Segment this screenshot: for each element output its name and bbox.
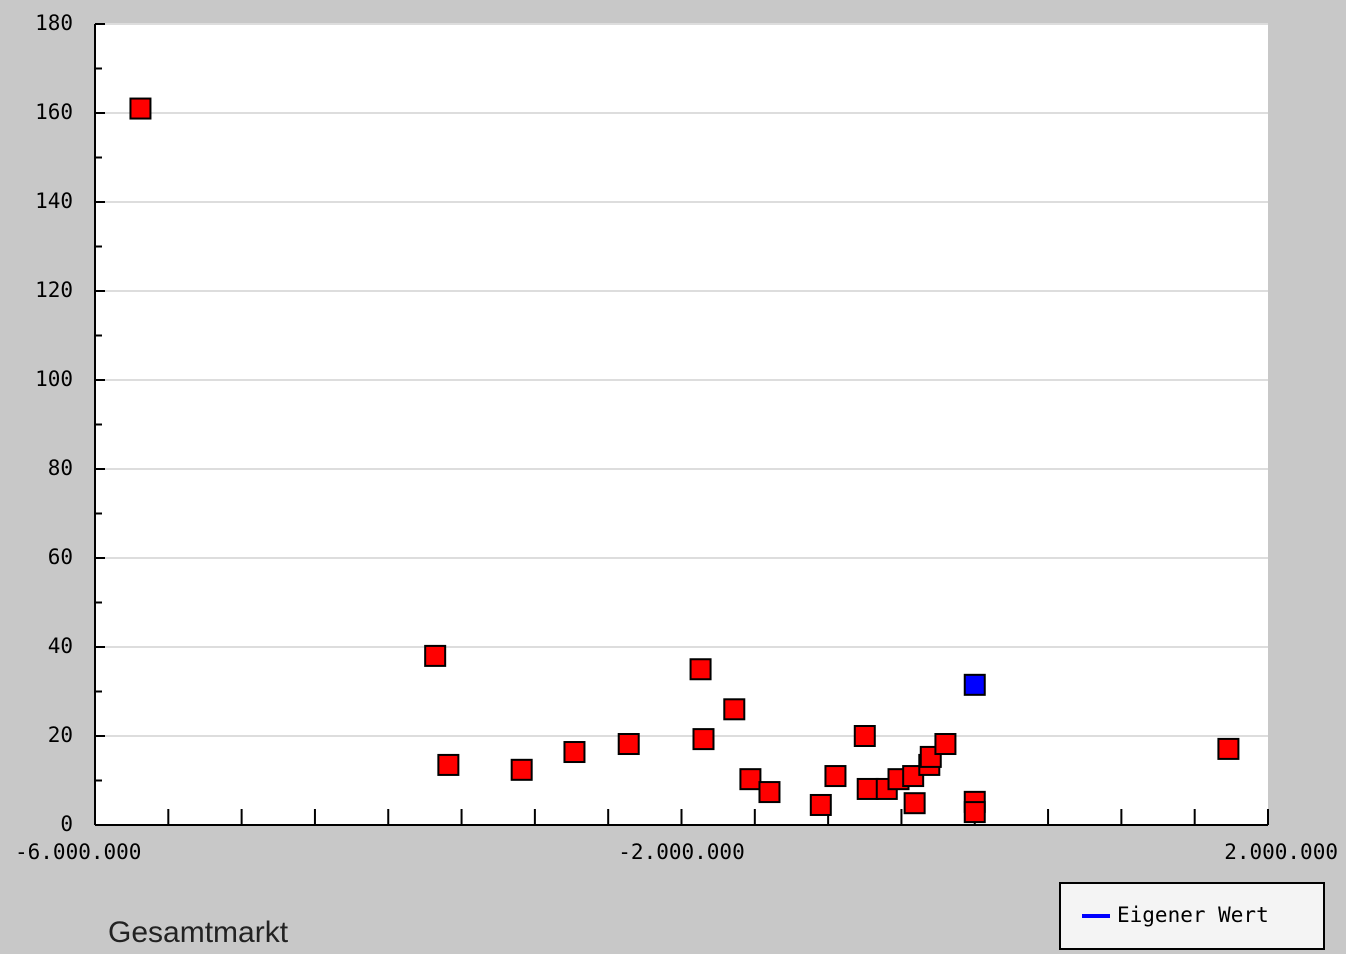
point <box>692 728 715 751</box>
point <box>129 97 152 120</box>
y-tick-label: 60 <box>48 545 73 569</box>
point <box>903 792 926 815</box>
point <box>963 673 986 696</box>
point <box>739 768 762 791</box>
point <box>824 765 847 788</box>
y-tick-label: 180 <box>35 11 73 35</box>
y-tick-label: 140 <box>35 189 73 213</box>
point <box>424 644 447 667</box>
y-tick-label: 160 <box>35 100 73 124</box>
point <box>856 777 879 800</box>
point <box>510 758 533 781</box>
x-tick-label: -2.000.000 <box>618 840 744 864</box>
x-tick-label: 2.000.000 <box>1224 840 1338 864</box>
point <box>934 733 957 756</box>
legend-label: Eigener Wert <box>1117 903 1269 927</box>
point <box>758 781 781 804</box>
point <box>963 801 986 824</box>
point <box>723 698 746 721</box>
point <box>689 658 712 681</box>
y-tick-label: 20 <box>48 723 73 747</box>
plot-area <box>95 24 1268 825</box>
point <box>617 733 640 756</box>
y-tick-label: 120 <box>35 278 73 302</box>
point <box>1217 737 1240 760</box>
caption: Gesamtmarkt <box>108 916 289 949</box>
y-tick-label: 80 <box>48 456 73 480</box>
y-tick-label: 40 <box>48 634 73 658</box>
point <box>563 741 586 764</box>
y-tick-label: 0 <box>60 812 73 836</box>
x-tick-label: -6.000.000 <box>15 840 141 864</box>
y-tick-label: 100 <box>35 367 73 391</box>
point <box>853 725 876 747</box>
point <box>437 753 460 776</box>
point <box>809 793 832 816</box>
point <box>902 765 925 788</box>
